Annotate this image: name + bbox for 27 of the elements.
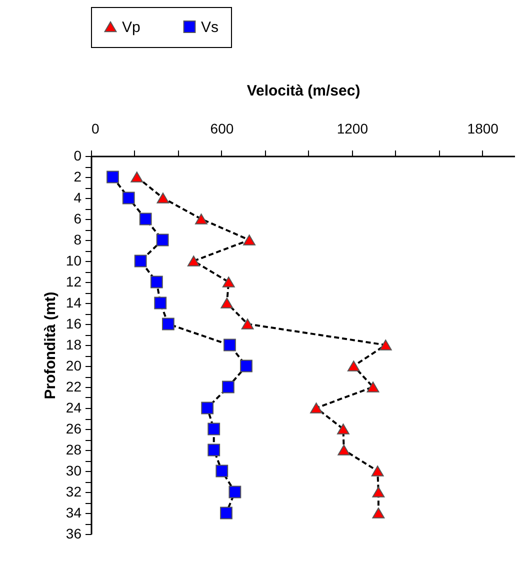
y-axis-title: Profondità (mt) bbox=[42, 292, 59, 400]
y-tick-label: 4 bbox=[74, 190, 82, 206]
legend-label: Vp bbox=[122, 18, 140, 36]
y-tick-label: 36 bbox=[66, 526, 82, 542]
x-tick-label: 600 bbox=[210, 120, 234, 136]
y-tick-label: 0 bbox=[74, 148, 82, 164]
y-tick-label: 24 bbox=[66, 400, 82, 416]
y-tick-label: 14 bbox=[66, 294, 82, 310]
y-tick-label: 34 bbox=[66, 504, 82, 520]
x-axis-title: Velocità (m/sec) bbox=[246, 82, 360, 100]
y-tick-label: 20 bbox=[66, 358, 82, 374]
legend-label: Vs bbox=[201, 18, 219, 36]
y-tick-label: 16 bbox=[66, 316, 82, 332]
y-tick-label: 28 bbox=[66, 442, 82, 458]
y-tick-label: 30 bbox=[66, 462, 82, 478]
y-tick-label: 12 bbox=[66, 274, 82, 290]
y-tick-label: 2 bbox=[74, 168, 82, 184]
y-tick-label: 18 bbox=[66, 336, 82, 352]
y-tick-label: 10 bbox=[66, 252, 82, 268]
y-tick-label: 26 bbox=[66, 420, 82, 436]
y-tick-label: 8 bbox=[74, 232, 82, 248]
y-tick-label: 22 bbox=[66, 378, 82, 394]
x-tick-label: 1800 bbox=[467, 120, 499, 136]
x-tick-label: 1200 bbox=[336, 120, 368, 136]
y-tick-label: 6 bbox=[74, 210, 82, 226]
x-tick-label: 0 bbox=[92, 120, 100, 136]
y-tick-label: 32 bbox=[66, 484, 82, 500]
